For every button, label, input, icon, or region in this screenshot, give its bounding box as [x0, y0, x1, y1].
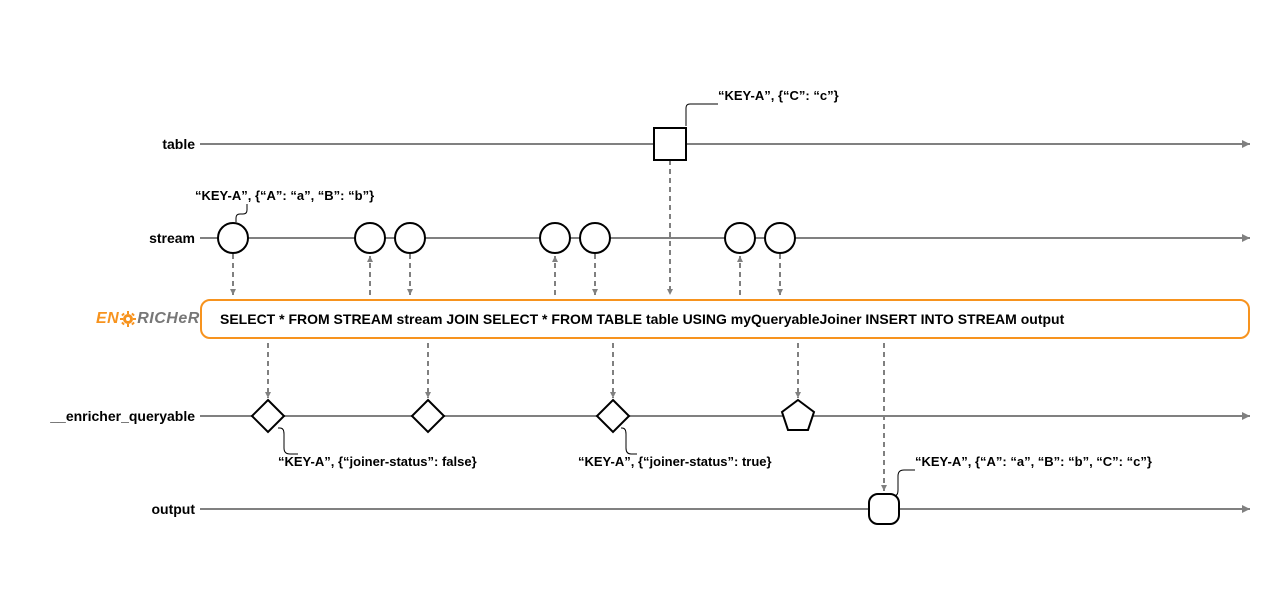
- node-stream-event: [540, 223, 570, 253]
- node-output-event: [869, 494, 899, 524]
- node-queryable-event: [252, 400, 284, 432]
- node-stream-event: [218, 223, 248, 253]
- lane-label-stream: stream: [149, 230, 195, 246]
- lane-label-output: output: [151, 501, 195, 517]
- enricher-logo: EN RICHeR: [96, 310, 200, 328]
- annotation-output: “KEY-A”, {“A”: “a”, “B”: “b”, “C”: “c”}: [915, 454, 1152, 469]
- node-queryable-event: [412, 400, 444, 432]
- node-stream-event: [765, 223, 795, 253]
- query-box: SELECT * FROM STREAM stream JOIN SELECT …: [200, 299, 1250, 339]
- node-queryable-event: [597, 400, 629, 432]
- logo-richer: RICHeR: [137, 310, 200, 328]
- node-stream-event: [395, 223, 425, 253]
- node-table-event: [654, 128, 686, 160]
- annotation-stream: “KEY-A”, {“A”: “a”, “B”: “b”}: [195, 188, 374, 203]
- lane-label-queryable: __enricher_queryable: [50, 408, 195, 424]
- gear-icon: [120, 311, 136, 327]
- annotation-table: “KEY-A”, {“C”: “c”}: [718, 88, 839, 103]
- annotation-queryable-false: “KEY-A”, {“joiner-status”: false}: [278, 454, 477, 469]
- lane-label-table: table: [162, 136, 195, 152]
- node-stream-event: [580, 223, 610, 253]
- logo-en: EN: [96, 310, 119, 328]
- node-stream-event: [355, 223, 385, 253]
- query-text: SELECT * FROM STREAM stream JOIN SELECT …: [220, 311, 1064, 327]
- stream-join-diagram: table stream __enricher_queryable output…: [0, 0, 1285, 601]
- annotation-queryable-true: “KEY-A”, {“joiner-status”: true}: [578, 454, 772, 469]
- node-queryable-pentagon: [782, 400, 814, 430]
- node-stream-event: [725, 223, 755, 253]
